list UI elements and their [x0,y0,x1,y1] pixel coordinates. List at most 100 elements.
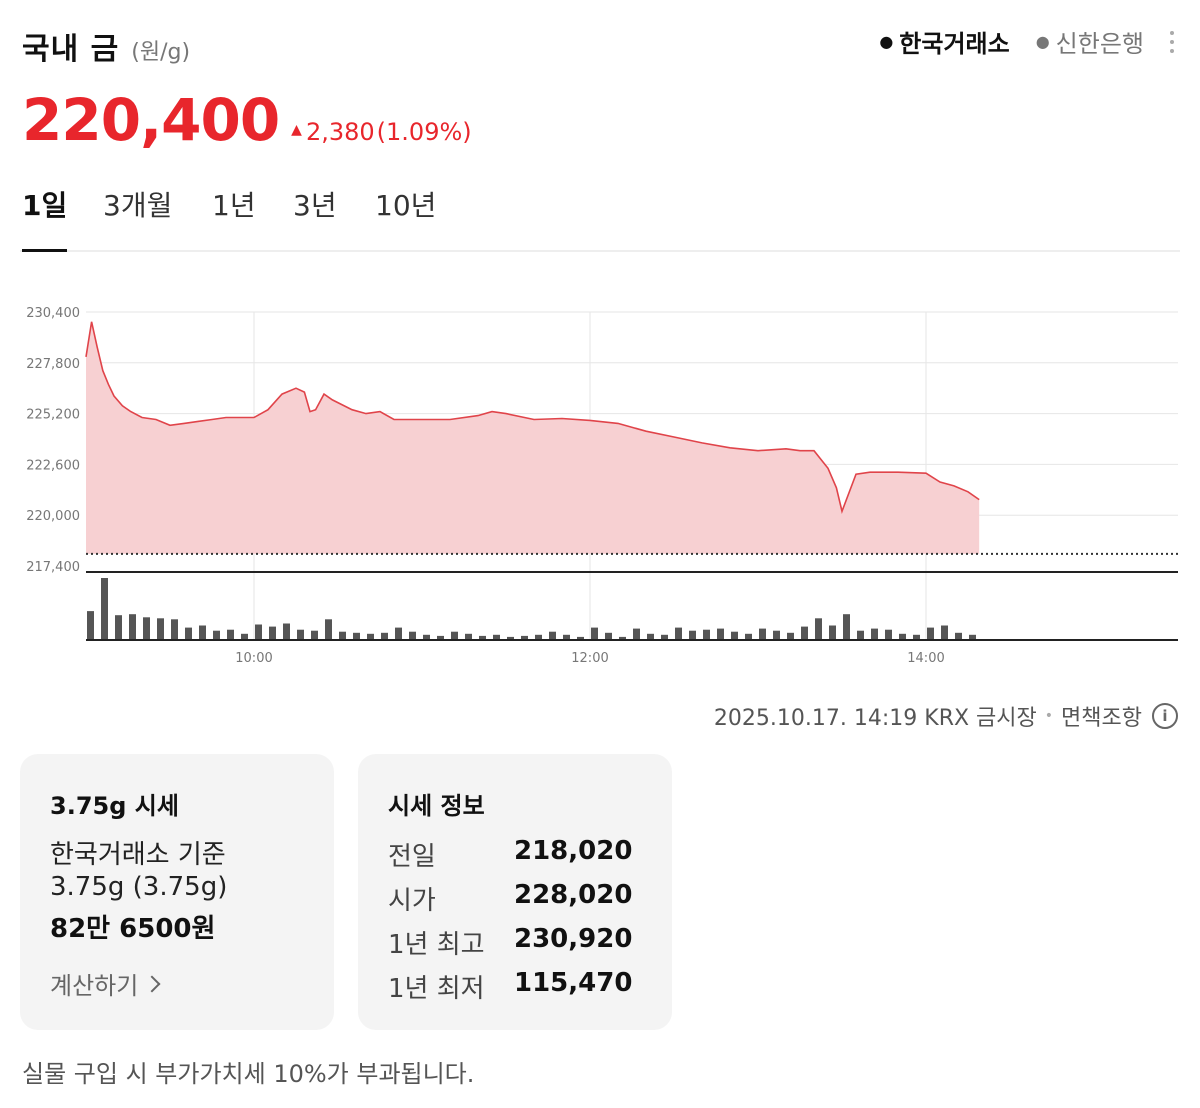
volume-bar [381,632,388,640]
volume-bar [647,633,654,640]
x-tick-label: 10:00 [235,651,272,666]
timestamp: 2025.10.17. 14:19 KRX 금시장 [713,706,1037,731]
volume-bar [619,636,626,640]
info-card-title: 시세 정보 [388,792,485,820]
volume-bars [86,578,1178,641]
unit-card-weight: 3.75g (3.75g) [50,872,228,902]
volume-bar [969,634,976,640]
volume-bar [717,628,724,640]
volume-bar [185,627,192,640]
volume-bar [661,634,668,640]
y-tick-label: 222,600 [26,458,80,473]
source-krx[interactable]: ● 한국거래소 [879,24,1009,59]
bullet-icon: ● [1035,32,1050,51]
y-axis: 230,400 227,800 225,200 222,600 220,000 217,4… [26,306,80,575]
volume-bar [451,631,458,640]
tab-3m[interactable]: 3개월 [103,189,173,222]
volume-bar [395,627,402,640]
volume-bar [409,631,416,640]
disclaimer-link[interactable]: 면책조항 [1061,706,1142,731]
volume-bar [465,633,472,640]
price-info-card: 시세 정보 전일 218,020 시가 228,020 1년 최고 230,92… [358,754,672,1030]
y-tick-label: 227,800 [26,357,80,372]
volume-bar [955,632,962,640]
volume-bar [297,629,304,640]
price-area-fill [86,321,980,554]
info-row-prev-close: 전일 218,020 [388,836,632,873]
timestamp-row: 2025.10.17. 14:19 KRX 금시장 • 면책조항 i [714,700,1178,732]
volume-bar [899,633,906,640]
volume-bar [703,629,710,640]
info-label: 시가 [388,886,436,916]
volume-bar [689,630,696,640]
volume-bar [157,618,164,640]
volume-bar [437,635,444,640]
volume-bar [241,633,248,640]
volume-bar [913,634,920,640]
volume-bar [773,630,780,640]
volume-bar [171,619,178,640]
price-line [85,321,980,515]
info-label: 1년 최저 [388,974,485,1004]
volume-bar [675,627,682,640]
volume-bar [941,625,948,640]
vat-notice: 실물 구입 시 부가가치세 10%가 부과됩니다. [22,1060,475,1088]
unit-label: (원/g) [131,40,191,65]
y-tick-label: 220,000 [26,509,80,524]
volume-bar [115,615,122,640]
more-options-icon[interactable] [1166,29,1178,55]
volume-bar [885,629,892,640]
volume-bar [759,628,766,640]
info-row-1y-high: 1년 최고 230,920 [388,924,632,961]
separator-dot: • [1044,708,1054,724]
volume-bar [801,626,808,640]
info-label: 전일 [388,842,436,872]
unit-card-title: 3.75g 시세 [50,792,179,820]
volume-bar [227,629,234,640]
calculate-link[interactable]: 계산하기 [50,966,161,1001]
volume-bar [269,626,276,640]
tab-10y[interactable]: 10년 [375,189,437,222]
y-tick-label: 230,400 [26,306,80,321]
x-tick-label: 14:00 [907,651,944,666]
volume-bar [927,627,934,640]
volume-bar [423,634,430,640]
volume-bar [829,625,836,640]
info-row-1y-low: 1년 최저 115,470 [388,968,632,1005]
volume-bar [857,630,864,640]
x-axis: 10:00 12:00 14:00 [235,651,944,666]
volume-bar [493,634,500,640]
volume-bar [521,635,528,640]
price-change: ▲ 2,380 (1.09%) [291,118,471,146]
change-amount: 2,380 [305,118,375,146]
period-tabs: 1일 3개월 1년 3년 10년 [20,186,1180,252]
volume-bar [577,636,584,640]
volume-bar [843,614,850,640]
x-tick-label: 12:00 [571,651,608,666]
calculate-label: 계산하기 [50,972,139,1000]
volume-bar [213,630,220,640]
price-chart: 230,400 227,800 225,200 222,600 220,000 217,4… [26,306,1178,666]
page-title: 국내 금 [22,32,120,67]
tab-1y[interactable]: 1년 [212,189,256,222]
volume-bar [871,628,878,640]
volume-bar [353,632,360,640]
volume-bar [311,630,318,640]
chevron-right-icon [143,975,161,992]
info-value: 228,020 [514,880,633,910]
y-tick-label: 217,400 [26,560,80,575]
info-icon[interactable]: i [1152,703,1178,729]
unit-card-value: 82만 6500원 [50,914,216,944]
source-selector: ● 한국거래소 ● 신한은행 [853,24,1178,59]
volume-bar [255,624,262,640]
tab-3y[interactable]: 3년 [293,189,337,222]
source-shinhan[interactable]: ● 신한은행 [1036,24,1144,59]
volume-bar [87,611,94,640]
unit-card-basis: 한국거래소 기준 [50,840,226,870]
up-triangle-icon: ▲ [291,122,302,138]
info-row-open: 시가 228,020 [388,880,632,917]
price-row: 220,400 ▲ 2,380 (1.09%) [22,86,472,154]
unit-price-card: 3.75g 시세 한국거래소 기준 3.75g (3.75g) 82만 6500… [20,754,334,1030]
tab-1d[interactable]: 1일 [22,186,68,252]
volume-bar [535,634,542,640]
